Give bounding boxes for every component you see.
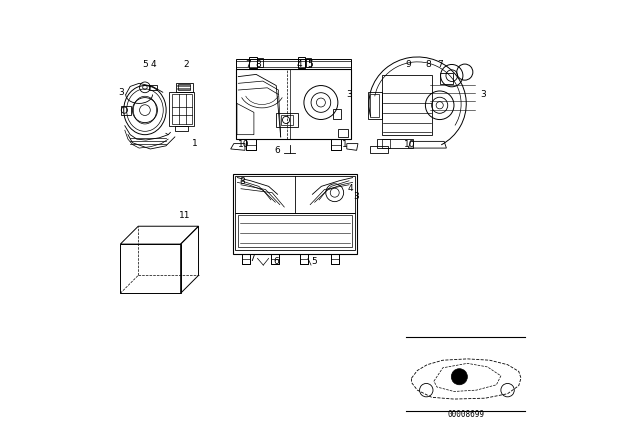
Bar <box>246 145 256 151</box>
Bar <box>276 113 298 127</box>
Bar <box>440 73 453 84</box>
Bar <box>235 176 355 213</box>
Bar <box>242 259 250 264</box>
Bar <box>306 58 311 67</box>
Bar <box>120 244 180 293</box>
Text: 3: 3 <box>354 192 360 201</box>
Text: 8: 8 <box>255 60 261 69</box>
Bar <box>331 254 339 264</box>
Text: 4: 4 <box>348 184 353 193</box>
Bar <box>250 56 257 68</box>
Bar <box>176 83 193 92</box>
Text: 7: 7 <box>244 60 250 69</box>
Bar <box>281 115 293 125</box>
Bar <box>246 139 256 151</box>
Text: 3: 3 <box>480 90 486 99</box>
Text: 5: 5 <box>307 60 312 69</box>
Bar <box>238 215 352 247</box>
Bar <box>381 75 432 135</box>
Bar <box>170 92 194 126</box>
Text: 10: 10 <box>404 141 415 150</box>
Bar <box>149 85 157 90</box>
Text: 8: 8 <box>240 177 246 186</box>
Bar <box>371 146 388 152</box>
Text: 4: 4 <box>296 60 302 69</box>
Text: 9: 9 <box>406 60 412 69</box>
Text: 5: 5 <box>311 257 317 266</box>
Bar <box>175 126 188 131</box>
Bar <box>333 109 341 119</box>
Text: 4: 4 <box>151 60 157 69</box>
Circle shape <box>451 369 467 385</box>
Bar <box>371 95 378 117</box>
Bar <box>331 145 340 151</box>
Text: 7: 7 <box>438 60 444 69</box>
Bar <box>235 213 355 250</box>
Bar <box>300 259 308 264</box>
Text: 10: 10 <box>238 141 250 150</box>
Bar <box>257 58 263 67</box>
Text: 00008699: 00008699 <box>447 410 484 419</box>
Bar <box>338 129 348 137</box>
Bar <box>331 139 340 151</box>
Text: 11: 11 <box>179 211 191 220</box>
Bar <box>242 254 250 264</box>
Text: 3: 3 <box>118 88 124 97</box>
Bar <box>368 92 381 119</box>
Bar <box>121 106 131 115</box>
Bar <box>381 139 390 148</box>
Text: 1: 1 <box>192 139 198 148</box>
Bar <box>233 174 357 254</box>
Bar <box>236 61 351 67</box>
Bar <box>236 69 351 139</box>
Text: 2: 2 <box>183 60 189 69</box>
Bar <box>331 259 339 264</box>
Text: 5: 5 <box>142 60 148 69</box>
Bar <box>298 56 305 68</box>
Text: 7: 7 <box>249 254 255 263</box>
Text: 6: 6 <box>275 146 280 155</box>
Text: 1: 1 <box>342 141 348 150</box>
Text: 3: 3 <box>346 90 352 99</box>
Bar <box>377 139 413 148</box>
Bar <box>271 254 279 264</box>
Text: 8: 8 <box>425 60 431 69</box>
Bar <box>236 59 351 69</box>
Bar <box>271 259 279 264</box>
Text: 6: 6 <box>274 257 280 266</box>
Bar <box>172 95 192 124</box>
Bar <box>179 84 189 90</box>
Bar <box>300 254 308 264</box>
